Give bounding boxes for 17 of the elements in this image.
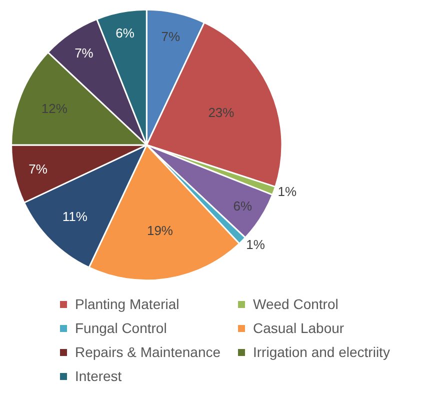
legend-label: Casual Labour [253,320,344,336]
data-label: 1% [278,184,297,200]
legend-label: Fungal Control [75,320,167,336]
legend-label: Interest [75,368,122,384]
legend-label: Irrigation and electriity [253,344,390,360]
data-label: 23% [208,105,235,120]
legend-label: Weed Control [253,296,338,312]
data-label: 1% [246,236,266,252]
legend-label: Repairs & Maintenance [75,344,221,360]
data-label: 19% [146,223,174,238]
data-label: 7% [161,29,180,44]
data-label: 6% [116,26,135,41]
legend-label: Planting Material [75,296,180,312]
data-label: 7% [74,46,94,61]
data-label: 7% [28,162,48,177]
data-label: 6% [233,198,253,214]
data-label: 11% [62,208,88,224]
